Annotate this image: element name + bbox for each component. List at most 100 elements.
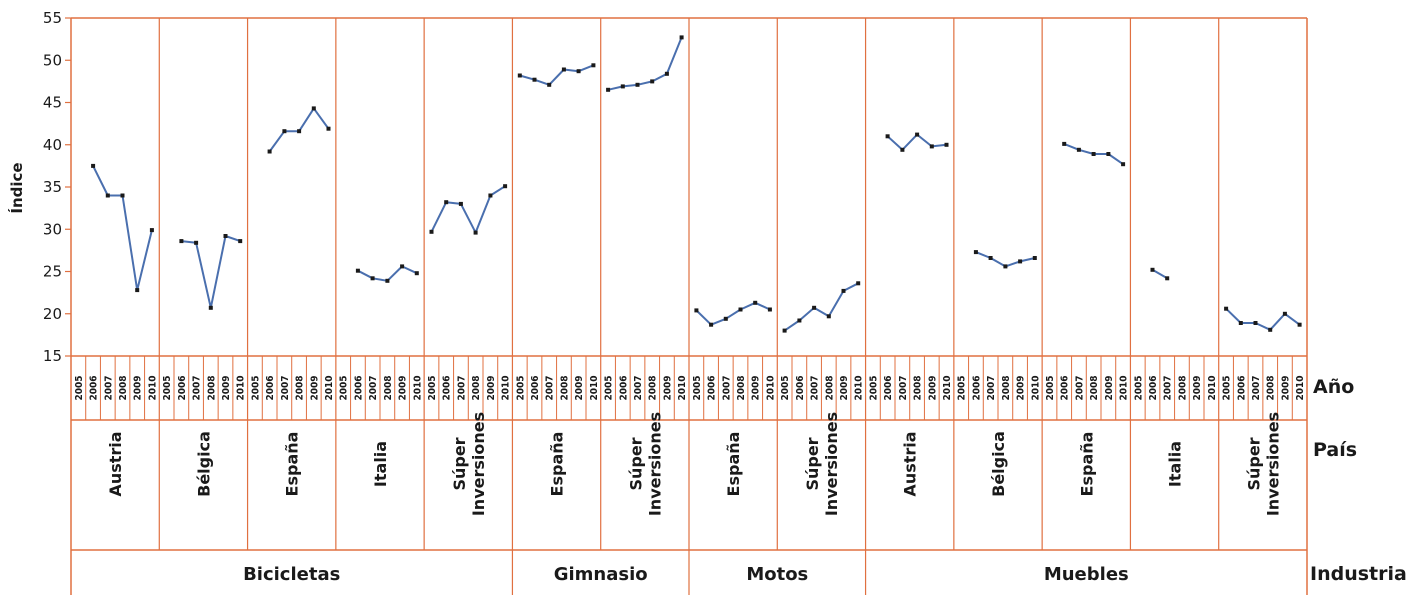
country-label: España	[724, 432, 743, 497]
year-tick-label: 2006	[1148, 375, 1159, 400]
year-tick-label: 2006	[265, 375, 276, 400]
year-tick-label: 2006	[353, 375, 364, 400]
data-point	[488, 193, 493, 198]
series-line	[975, 251, 1036, 268]
data-point	[1268, 327, 1273, 332]
country-label: Súper	[803, 437, 822, 490]
country-label: Austria	[106, 431, 125, 496]
year-tick-label: 2006	[89, 375, 100, 400]
data-point	[179, 239, 184, 244]
data-point	[841, 288, 846, 293]
year-tick-label: 2010	[1207, 375, 1218, 400]
country-label: Súper	[1244, 437, 1263, 490]
data-point	[664, 71, 669, 76]
series-line	[181, 235, 241, 309]
data-point	[400, 264, 405, 269]
year-tick-label: 2009	[309, 375, 320, 400]
year-tick-label: 2005	[74, 375, 85, 400]
year-tick-label: 2007	[810, 375, 821, 400]
data-point	[576, 69, 581, 74]
year-tick-label: 2008	[295, 375, 306, 400]
data-point	[532, 77, 537, 82]
year-tick-label: 2010	[942, 375, 953, 400]
data-point	[856, 281, 861, 286]
data-point	[1091, 152, 1096, 156]
data-point	[91, 163, 96, 168]
series-line	[92, 165, 153, 292]
year-tick-label: 2009	[574, 375, 585, 400]
data-point	[944, 142, 949, 147]
year-tick-label: 2007	[898, 375, 909, 400]
series-line	[430, 185, 506, 234]
year-tick-label: 2008	[118, 375, 129, 400]
data-point	[1165, 276, 1170, 281]
year-tick-label: 2008	[1089, 375, 1100, 400]
y-axis-title: Índice	[7, 162, 26, 213]
data-point	[1106, 152, 1111, 156]
year-tick-label: 2005	[1045, 375, 1056, 400]
year-tick-label: 2008	[736, 375, 747, 400]
year-tick-label: 2010	[677, 375, 688, 400]
year-tick-label: 2010	[1030, 375, 1041, 400]
data-point	[1062, 141, 1067, 146]
data-point	[1018, 259, 1023, 264]
y-tick-label: 40	[43, 136, 62, 154]
country-label: Italia	[1166, 441, 1185, 487]
year-tick-label: 2006	[795, 375, 806, 400]
year-tick-label: 2010	[854, 375, 865, 400]
year-tick-label: 2007	[192, 375, 203, 400]
year-tick-label: 2007	[1163, 375, 1174, 400]
year-tick-label: 2007	[545, 375, 556, 400]
year-tick-label: 2009	[839, 375, 850, 400]
year-tick-label: 2008	[1177, 375, 1188, 400]
row-title-year: Año	[1313, 376, 1354, 398]
year-tick-label: 2007	[1251, 375, 1262, 400]
year-tick-label: 2008	[1001, 375, 1012, 400]
data-point	[620, 84, 625, 89]
y-tick-label: 50	[43, 51, 62, 69]
data-point	[311, 106, 316, 111]
year-tick-label: 2005	[427, 375, 438, 400]
data-point	[1150, 267, 1155, 272]
year-tick-label: 2005	[780, 375, 791, 400]
year-axis: 2005 2006 2007 2008 2009 2010 2005 2006 2007 2008…	[74, 375, 1306, 400]
data-point	[1076, 147, 1081, 152]
year-tick-label: 2007	[633, 375, 644, 400]
data-point	[650, 79, 655, 84]
series-line	[784, 282, 859, 332]
year-tick-label: 2006	[618, 375, 629, 400]
year-tick-label: 2009	[1280, 375, 1291, 400]
year-tick-label: 2008	[648, 375, 659, 400]
year-tick-label: 2010	[1295, 375, 1306, 400]
data-point	[1238, 321, 1243, 325]
data-point	[267, 149, 272, 154]
year-tick-label: 2007	[103, 375, 114, 400]
country-label: Bélgica	[194, 431, 213, 497]
y-axis: 15 20 25 30 35 40 45 50 55	[43, 9, 71, 365]
year-tick-label: 2009	[486, 375, 497, 400]
series-line	[886, 133, 947, 151]
year-tick-label: 2010	[324, 375, 335, 400]
data-point	[1253, 321, 1258, 325]
data-point	[105, 193, 110, 198]
data-point	[429, 229, 434, 234]
data-point	[738, 307, 743, 312]
data-point	[355, 268, 360, 273]
year-tick-label: 2008	[559, 375, 570, 400]
country-label: España	[1077, 432, 1096, 497]
year-tick-label: 2009	[1104, 375, 1115, 400]
data-point	[223, 234, 228, 238]
year-tick-label: 2006	[1060, 375, 1071, 400]
year-tick-label: 2008	[471, 375, 482, 400]
year-tick-label: 2007	[368, 375, 379, 400]
data-point	[753, 300, 758, 305]
year-tick-label: 2007	[280, 375, 291, 400]
y-tick-label: 20	[43, 305, 62, 323]
data-point	[120, 193, 125, 198]
data-point	[149, 228, 154, 233]
year-tick-label: 2009	[751, 375, 762, 400]
data-point	[1297, 322, 1302, 327]
data-point	[194, 240, 199, 245]
data-point	[282, 129, 287, 134]
